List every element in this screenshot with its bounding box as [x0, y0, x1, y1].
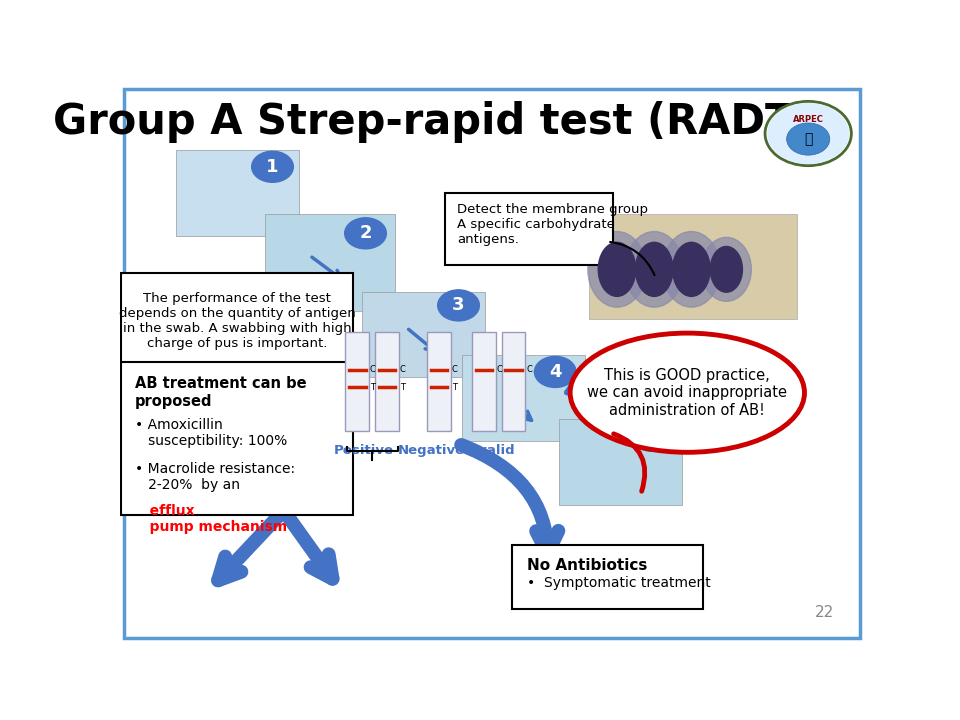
Text: This is GOOD practice,
we can avoid inappropriate
administration of AB!: This is GOOD practice, we can avoid inap…: [588, 368, 787, 418]
Ellipse shape: [625, 232, 684, 307]
Ellipse shape: [662, 232, 721, 307]
Text: 3: 3: [452, 297, 465, 315]
FancyBboxPatch shape: [265, 214, 396, 311]
FancyBboxPatch shape: [512, 545, 703, 609]
Ellipse shape: [673, 243, 710, 297]
Text: C: C: [370, 366, 376, 374]
Ellipse shape: [636, 243, 673, 297]
Ellipse shape: [598, 243, 636, 297]
Text: 2: 2: [359, 225, 372, 243]
Circle shape: [631, 420, 673, 451]
Circle shape: [345, 217, 386, 249]
Ellipse shape: [570, 333, 804, 452]
Ellipse shape: [710, 246, 742, 292]
Text: 5: 5: [646, 427, 659, 445]
Text: 4: 4: [549, 363, 562, 381]
Ellipse shape: [702, 238, 752, 302]
Text: C: C: [399, 366, 406, 374]
Text: • Macrolide resistance:
   2-20%  by an: • Macrolide resistance: 2-20% by an: [134, 462, 295, 492]
Circle shape: [765, 102, 852, 166]
Circle shape: [767, 103, 850, 164]
Text: No Antibiotics: No Antibiotics: [527, 557, 647, 572]
Circle shape: [786, 123, 829, 155]
FancyBboxPatch shape: [362, 292, 485, 377]
FancyBboxPatch shape: [346, 332, 370, 431]
Text: Group A Strep-rapid test (RADT): Group A Strep-rapid test (RADT): [53, 102, 812, 143]
Text: Negative: Negative: [397, 444, 465, 457]
Text: Positive: Positive: [334, 444, 394, 457]
FancyBboxPatch shape: [472, 332, 495, 431]
FancyBboxPatch shape: [445, 193, 613, 266]
FancyBboxPatch shape: [502, 332, 525, 431]
FancyBboxPatch shape: [176, 150, 299, 236]
Circle shape: [438, 290, 479, 321]
FancyBboxPatch shape: [124, 89, 860, 638]
Text: Detect the membrane group
A specific carbohydrate
antigens.: Detect the membrane group A specific car…: [457, 203, 648, 246]
FancyBboxPatch shape: [559, 419, 682, 505]
Text: C: C: [452, 366, 458, 374]
FancyBboxPatch shape: [122, 362, 353, 515]
Text: 1: 1: [266, 158, 278, 176]
Text: T: T: [452, 383, 457, 392]
FancyBboxPatch shape: [463, 355, 585, 441]
FancyBboxPatch shape: [427, 332, 451, 431]
Text: T: T: [399, 383, 405, 392]
Text: Invalid: Invalid: [465, 444, 516, 457]
Text: efflux
   pump mechanism: efflux pump mechanism: [134, 504, 287, 534]
Text: • Amoxicillin
   susceptibility: 100%: • Amoxicillin susceptibility: 100%: [134, 418, 287, 448]
Text: ARPEC: ARPEC: [793, 115, 824, 124]
Text: C: C: [526, 366, 532, 374]
Circle shape: [252, 151, 294, 182]
FancyBboxPatch shape: [375, 332, 399, 431]
Text: 22: 22: [815, 605, 834, 620]
Text: T: T: [370, 383, 375, 392]
Circle shape: [535, 356, 576, 387]
Text: C: C: [496, 366, 502, 374]
Text: 🌍: 🌍: [804, 132, 812, 146]
FancyBboxPatch shape: [588, 214, 797, 319]
Text: •  Symptomatic treatment: • Symptomatic treatment: [527, 576, 710, 590]
FancyBboxPatch shape: [122, 273, 353, 368]
Text: The performance of the test
depends on the quantity of antigen
in the swab. A sw: The performance of the test depends on t…: [119, 292, 355, 350]
Text: AB treatment can be
proposed: AB treatment can be proposed: [134, 377, 306, 409]
Ellipse shape: [588, 232, 646, 307]
